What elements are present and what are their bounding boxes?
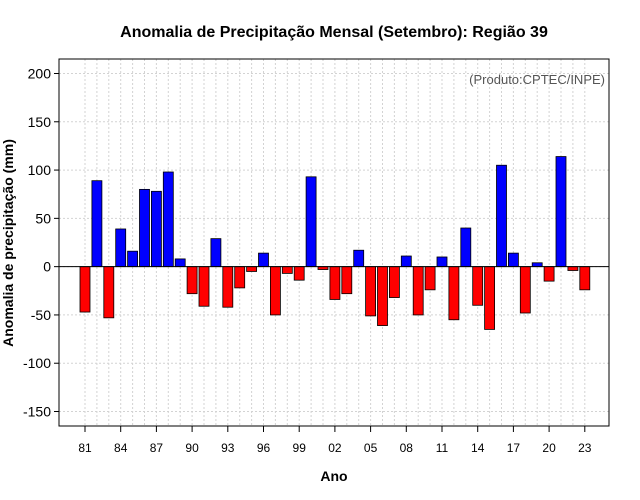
x-tick-label: 05 — [364, 441, 378, 455]
bar-2003 — [341, 266, 353, 295]
x-tick-label: 93 — [221, 441, 235, 455]
plot-frame — [58, 58, 610, 427]
bar-1991 — [198, 266, 210, 307]
y-tick-label: 0 — [43, 259, 51, 275]
x-tick-label: 81 — [78, 441, 92, 455]
y-tick-label: -50 — [31, 307, 51, 323]
bar-2014 — [472, 266, 484, 306]
bar-1987 — [150, 190, 162, 268]
bar-2021 — [555, 156, 567, 268]
y-tick-label: 150 — [28, 114, 52, 130]
x-tick-label: 84 — [114, 441, 128, 455]
bar-2005 — [365, 266, 377, 317]
bar-2004 — [353, 249, 365, 268]
bar-1988 — [162, 171, 174, 268]
y-tick-label: 200 — [28, 65, 52, 81]
bar-1986 — [139, 188, 150, 268]
bar-1983 — [103, 266, 115, 319]
bars — [79, 156, 591, 330]
bar-1989 — [174, 258, 186, 268]
x-gridlines — [84, 59, 586, 426]
y-axis: -150 -100 -50 0 50 100 150 200 — [23, 65, 59, 420]
bar-1992 — [210, 238, 222, 268]
bar-2008 — [400, 255, 412, 268]
x-tick-label: 87 — [150, 441, 164, 455]
x-tick-label: 96 — [257, 441, 271, 455]
y-tick-label: 100 — [28, 162, 52, 178]
bar-1984 — [115, 228, 127, 268]
x-axis-label: Ano — [320, 468, 347, 484]
x-tick-label: 08 — [400, 441, 414, 455]
bar-1998 — [281, 266, 293, 274]
x-tick-label: 90 — [185, 441, 199, 455]
bar-1997 — [269, 266, 281, 316]
bar-2020 — [543, 266, 555, 282]
bar-2010 — [424, 266, 436, 291]
bar-2009 — [412, 266, 424, 316]
x-tick-label: 20 — [542, 441, 556, 455]
bar-1994 — [234, 266, 246, 289]
y-tick-label: -100 — [23, 355, 51, 371]
bar-2011 — [436, 256, 448, 268]
bar-2019 — [531, 262, 543, 268]
bar-2007 — [388, 266, 400, 298]
bar-2023 — [579, 266, 591, 291]
bar-1999 — [293, 266, 305, 281]
y-tick-label: 50 — [35, 210, 51, 226]
bar-1996 — [258, 252, 269, 268]
x-tick-label: 23 — [578, 441, 592, 455]
bar-2018 — [519, 266, 531, 314]
bar-1993 — [222, 266, 234, 308]
chart-title: Anomalia de Precipitação Mensal (Setembr… — [120, 24, 548, 41]
bar-1982 — [91, 180, 103, 268]
bar-2022 — [567, 266, 579, 271]
bar-1985 — [127, 250, 138, 268]
x-tick-label: 02 — [328, 441, 342, 455]
y-axis-label: Anomalia de precipitação (mm) — [0, 139, 16, 347]
bar-2000 — [305, 176, 317, 268]
bar-2015 — [484, 266, 496, 330]
x-tick-label: 99 — [293, 441, 307, 455]
bar-2017 — [507, 252, 519, 268]
x-tick-label: 11 — [436, 441, 449, 455]
bar-2002 — [329, 266, 341, 300]
bar-2006 — [377, 266, 388, 326]
product-annotation: (Produto:CPTEC/INPE) — [469, 72, 605, 87]
x-tick-label: 17 — [507, 441, 521, 455]
y-tick-label: -150 — [23, 404, 51, 420]
bar-2013 — [460, 227, 472, 268]
bar-2016 — [496, 164, 507, 268]
bar-1990 — [186, 266, 198, 295]
bar-1981 — [79, 266, 91, 313]
x-tick-label: 14 — [471, 441, 485, 455]
x-axis: 81 84 87 90 93 96 99 02 05 08 11 14 17 20 23 — [78, 426, 592, 455]
bar-2012 — [448, 266, 460, 321]
bar-1995 — [246, 266, 258, 272]
